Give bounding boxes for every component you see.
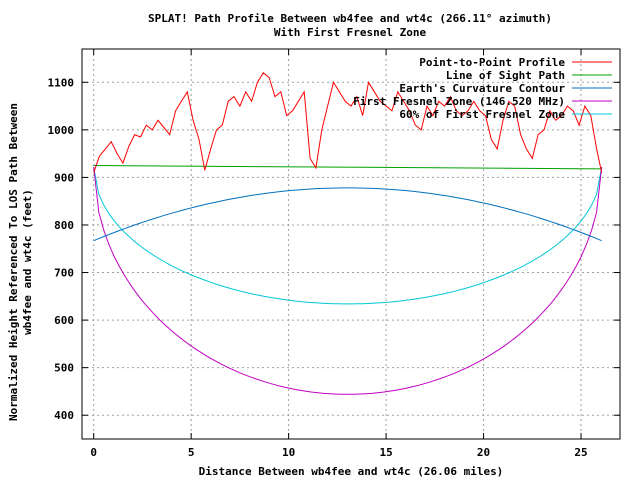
series-line-1 — [93, 165, 602, 170]
x-tick-label: 0 — [90, 446, 97, 459]
x-axis-title: Distance Between wb4fee and wt4c (26.06 … — [199, 465, 504, 478]
x-tick-label: 25 — [574, 446, 587, 459]
series-line-2 — [93, 187, 602, 242]
y-tick-label: 700 — [54, 267, 74, 280]
series-lines — [93, 72, 603, 395]
y-tick-label: 800 — [54, 219, 74, 232]
y-tick-label: 1000 — [48, 124, 75, 137]
y-axis-title-line2: wb4fee and wt4c (feet) — [21, 189, 34, 335]
x-tick-label: 20 — [477, 446, 490, 459]
series-line-0 — [93, 72, 603, 173]
y-tick-label: 900 — [54, 171, 74, 184]
y-axis-title-line1: Normalized Height Referenced To LOS Path… — [7, 103, 20, 421]
series-line-3 — [93, 166, 603, 395]
legend-label-4: 60% of First Fresnel Zone — [399, 108, 565, 121]
legend-label-2: Earth's Curvature Contour — [399, 82, 565, 95]
series-line-4 — [93, 166, 603, 305]
axis-ticks: 400 500 600 700 800 900 1000 1100 0 5 10 15 20 25 — [48, 49, 620, 459]
y-tick-label: 400 — [54, 409, 74, 422]
y-tick-label: 600 — [54, 314, 74, 327]
x-tick-label: 10 — [282, 446, 295, 459]
x-tick-label: 5 — [188, 446, 195, 459]
x-tick-label: 15 — [379, 446, 392, 459]
legend-label-0: Point-to-Point Profile — [419, 56, 565, 69]
plot-frame — [81, 48, 621, 440]
chart-subtitle: With First Fresnel Zone — [274, 26, 427, 39]
y-tick-label: 500 — [54, 362, 74, 375]
legend-label-1: Line of Sight Path — [446, 69, 565, 82]
chart-title: SPLAT! Path Profile Between wb4fee and w… — [148, 12, 552, 25]
legend-label-3: First Fresnel Zone (146.520 MHz) — [353, 95, 565, 108]
y-tick-label: 1100 — [48, 76, 75, 89]
